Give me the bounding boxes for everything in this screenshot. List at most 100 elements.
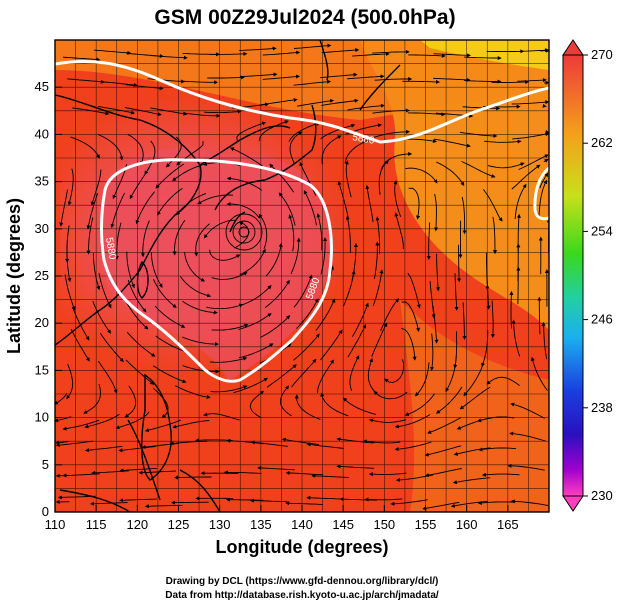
streamline	[72, 107, 110, 116]
streamline	[264, 279, 290, 309]
contour-label-5880-west: 5880	[103, 237, 118, 261]
streamline	[126, 251, 135, 289]
streamline	[279, 385, 292, 417]
streamline	[373, 390, 408, 400]
x-tick-label: 155	[415, 517, 437, 532]
streamline	[98, 106, 136, 115]
streamline	[165, 136, 182, 168]
streamline	[490, 300, 495, 339]
streamline	[404, 393, 435, 416]
streamline	[239, 46, 277, 51]
streamline	[464, 56, 502, 61]
streamline	[55, 392, 68, 405]
colorbar-tick-label: 262	[591, 135, 613, 150]
streamline	[225, 497, 264, 502]
streamline	[380, 298, 400, 331]
streamline	[408, 187, 421, 220]
streamline	[100, 81, 138, 87]
streamline	[516, 266, 521, 305]
streamline	[64, 274, 76, 311]
streamline	[110, 192, 126, 229]
streamline	[194, 223, 210, 257]
streamline	[233, 377, 269, 394]
streamline	[543, 158, 549, 163]
x-tick-label: 150	[373, 517, 395, 532]
coolest-region-northeast	[420, 40, 549, 70]
streamline	[144, 504, 183, 509]
streamline	[429, 333, 435, 372]
streamline	[453, 447, 491, 456]
streamline	[229, 147, 263, 167]
streamline	[407, 112, 446, 117]
streamline	[435, 253, 441, 292]
y-tick-label: 35	[35, 174, 49, 189]
streamline	[67, 78, 105, 84]
streamline	[462, 106, 501, 111]
streamline	[293, 79, 332, 86]
streamline	[118, 445, 156, 453]
streamline	[514, 183, 527, 220]
streamline	[457, 244, 462, 283]
streamline	[147, 78, 186, 84]
streamline	[127, 279, 147, 313]
streamline	[372, 49, 410, 54]
streamline	[540, 48, 549, 53]
y-tick-label: 25	[35, 268, 49, 283]
streamline	[234, 221, 250, 249]
streamline	[99, 332, 124, 363]
streamline	[337, 180, 349, 218]
streamline	[129, 167, 150, 200]
cool-region-southeast	[400, 300, 549, 512]
streamline	[144, 419, 181, 433]
streamline	[487, 162, 525, 169]
streamline	[436, 386, 463, 414]
streamline	[249, 498, 288, 503]
streamline	[461, 196, 467, 235]
contour-5880-east	[533, 166, 549, 221]
streamline	[394, 441, 432, 452]
y-tick-label: 45	[35, 79, 49, 94]
streamline	[83, 383, 101, 414]
streamline	[172, 163, 206, 182]
streamline	[352, 302, 369, 337]
streamline	[463, 364, 484, 397]
streamline	[119, 498, 157, 503]
streamline	[405, 167, 438, 184]
streamline	[296, 98, 335, 107]
streamline	[55, 440, 69, 445]
streamline	[349, 355, 360, 391]
streamline	[486, 376, 520, 386]
streamline	[343, 397, 377, 415]
streamline	[239, 248, 266, 276]
streamline	[155, 163, 185, 189]
streamline	[180, 276, 212, 298]
streamline	[336, 437, 374, 444]
streamline	[66, 363, 74, 400]
streamline	[384, 359, 405, 383]
streamline	[175, 192, 207, 216]
streamline	[290, 237, 301, 275]
streamline	[206, 303, 244, 310]
streamline	[352, 51, 390, 57]
streamline	[211, 271, 248, 280]
streamline	[67, 168, 74, 206]
y-tick-label: 30	[35, 221, 49, 236]
streamline	[427, 417, 462, 434]
streamline	[450, 500, 489, 508]
x-axis-title: Longitude (degrees)	[215, 537, 388, 557]
streamline	[509, 431, 546, 442]
streamline	[519, 48, 549, 53]
streamline	[55, 416, 72, 423]
streamline	[92, 301, 112, 334]
streamline	[320, 72, 358, 79]
streamline	[207, 75, 245, 80]
streamline	[197, 194, 234, 205]
streamline	[240, 72, 278, 77]
streamline	[169, 440, 208, 446]
streamline	[265, 242, 283, 277]
streamline	[315, 298, 336, 331]
streamline	[93, 49, 132, 55]
streamline	[433, 138, 471, 148]
streamline	[464, 79, 502, 84]
colorbar-bottom-arrow	[562, 495, 584, 512]
